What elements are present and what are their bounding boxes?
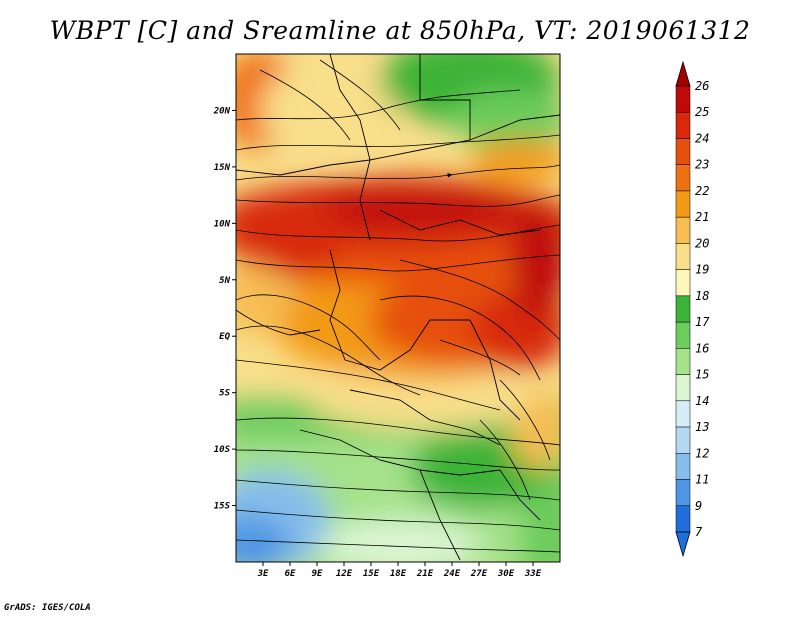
lon-tick-label: 24E bbox=[443, 569, 461, 579]
streamlines bbox=[236, 59, 560, 553]
colorbar-label: 23 bbox=[695, 158, 709, 172]
colorbar-label: 26 bbox=[695, 79, 709, 93]
colorbar-label: 9 bbox=[695, 499, 702, 513]
colorbar-bottom-triangle bbox=[675, 531, 691, 558]
lat-tick-label: 15N bbox=[214, 163, 231, 173]
colorbar-segment bbox=[675, 348, 691, 375]
chart-title: WBPT [C] and Sreamline at 850hPa, VT: 20… bbox=[49, 16, 751, 45]
colorbar-segment bbox=[675, 426, 691, 454]
colorbar: 26 25 24 23 22 21 20 19 18 17 16 15 14 13 12 11 9 7 bbox=[675, 60, 710, 558]
colorbar-segment bbox=[675, 400, 691, 428]
colorbar-segment bbox=[675, 190, 691, 218]
lat-tick-label: 10S bbox=[214, 445, 231, 455]
colorbar-segment bbox=[675, 374, 691, 402]
lat-tick-label: 5N bbox=[219, 276, 230, 286]
colorbar-segment bbox=[675, 295, 691, 323]
colorbar-segment bbox=[675, 505, 691, 533]
lon-tick-label: 33E bbox=[524, 569, 542, 579]
lon-tick-label: 12E bbox=[336, 569, 353, 579]
lon-tick-label: 15E bbox=[363, 569, 380, 579]
colorbar-label: 20 bbox=[695, 236, 709, 250]
colorbar-label: 24 bbox=[695, 131, 709, 145]
colorbar-label: 21 bbox=[695, 210, 709, 224]
colorbar-segment bbox=[675, 216, 691, 244]
colorbar-label: 18 bbox=[695, 289, 709, 303]
colorbar-label: 12 bbox=[695, 446, 709, 460]
colorbar-segment bbox=[675, 453, 691, 480]
lon-tick-label: 30E bbox=[497, 569, 515, 579]
colorbar-top-triangle bbox=[675, 60, 691, 87]
colorbar-label: 13 bbox=[695, 420, 709, 434]
lat-tick-label: 15S bbox=[214, 502, 231, 512]
colorbar-label: 22 bbox=[695, 184, 709, 198]
lon-tick-label: 9E bbox=[312, 569, 323, 579]
colorbar-label: 14 bbox=[695, 394, 709, 408]
colorbar-segment bbox=[675, 111, 691, 139]
colorbar-label: 17 bbox=[695, 315, 710, 329]
latitude-ticks: 20N 15N 10N 5N EQ 5S 10S 15S bbox=[213, 106, 236, 512]
colorbar-segment bbox=[675, 479, 691, 507]
lat-tick-label: EQ bbox=[219, 332, 230, 342]
lon-tick-label: 6E bbox=[285, 569, 296, 579]
lon-tick-label: 18E bbox=[390, 569, 407, 579]
colorbar-label: 25 bbox=[695, 105, 709, 119]
colorbar-label: 15 bbox=[695, 368, 709, 382]
lat-tick-label: 10N bbox=[214, 219, 231, 229]
longitude-ticks: 3E 6E 9E 12E 15E 18E 21E 24E 27E 30E 33E bbox=[257, 562, 542, 579]
lon-tick-label: 3E bbox=[257, 569, 269, 579]
lat-tick-label: 5S bbox=[219, 389, 230, 399]
footer-credit: GrADS: IGES/COLA bbox=[4, 603, 91, 613]
wbpt-shading bbox=[236, 54, 560, 562]
colorbar-segment bbox=[675, 164, 691, 192]
lat-tick-label: 20N bbox=[213, 106, 231, 116]
colorbar-segment bbox=[675, 269, 691, 297]
colorbar-label: 16 bbox=[695, 341, 709, 355]
colorbar-segment bbox=[675, 243, 691, 270]
colorbar-label: 19 bbox=[695, 263, 709, 277]
colorbar-segment bbox=[675, 321, 691, 349]
colorbar-label: 7 bbox=[695, 525, 703, 539]
colorbar-segment bbox=[675, 85, 691, 113]
country-borders bbox=[236, 54, 560, 561]
lon-tick-label: 21E bbox=[416, 569, 434, 579]
colorbar-segment bbox=[675, 138, 691, 165]
lon-tick-label: 27E bbox=[470, 569, 488, 579]
colorbar-label: 11 bbox=[695, 473, 709, 487]
